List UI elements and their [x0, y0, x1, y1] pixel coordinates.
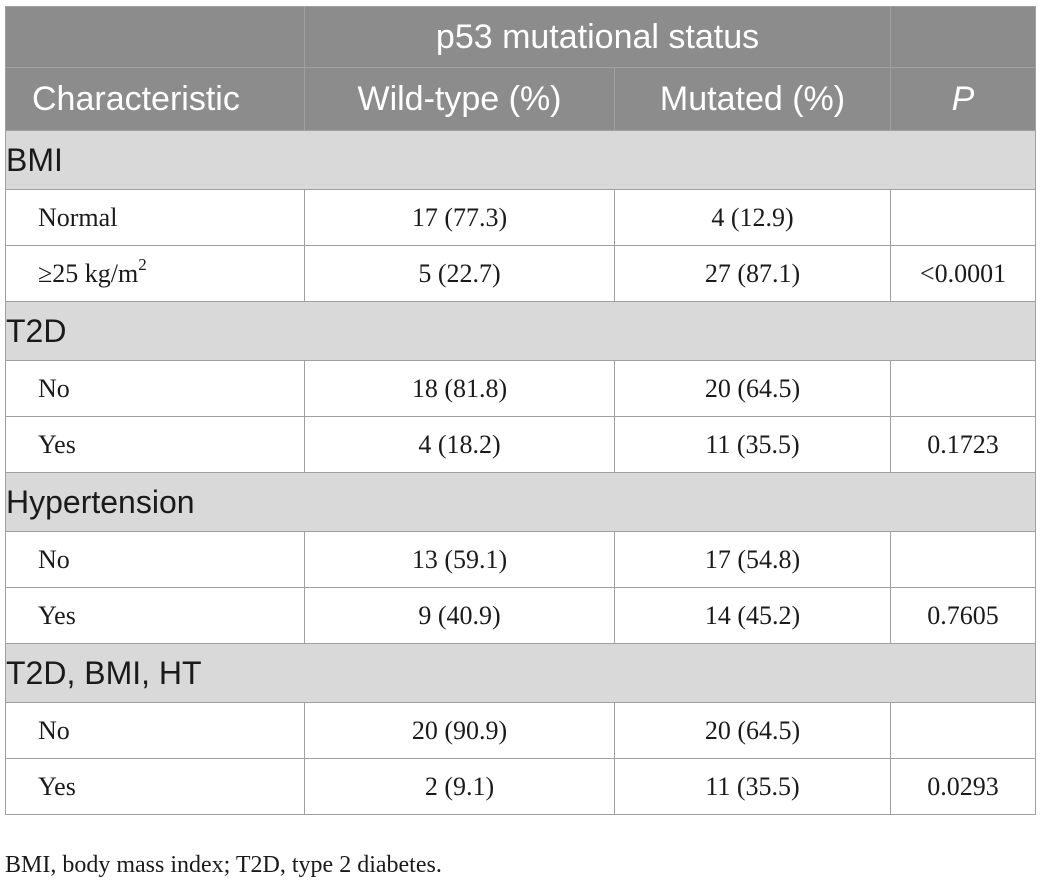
p-value: [890, 531, 1037, 588]
section-row-hypertension: Hypertension: [4, 472, 1037, 532]
row-label: No: [5, 360, 305, 417]
wild-type-value: 2 (9.1): [304, 758, 615, 815]
section-row-combined: T2D, BMI, HT: [4, 643, 1037, 703]
p53-status-table: p53 mutational status Characteristic Wil…: [4, 6, 1037, 815]
mutated-value: 20 (64.5): [613, 360, 892, 417]
wild-type-value: 13 (59.1): [304, 531, 615, 588]
wild-type-value: 9 (40.9): [304, 587, 615, 644]
column-header-wild-type: Wild-type (%): [304, 67, 615, 131]
p-value: 0.0293: [890, 758, 1037, 815]
header-row-group: p53 mutational status: [5, 6, 1037, 68]
header-empty-cell: [890, 6, 1037, 68]
row-label: Normal: [5, 189, 305, 246]
row-label: No: [5, 702, 305, 759]
section-title: T2D: [4, 301, 1037, 361]
table-row: No 20 (90.9) 20 (64.5): [5, 702, 1037, 759]
column-header-characteristic: Characteristic: [5, 67, 305, 131]
p-value: [890, 189, 1037, 246]
row-label: ≥25 kg/m2: [5, 245, 305, 302]
section-row-bmi: BMI: [4, 130, 1037, 190]
table-row: Yes 9 (40.9) 14 (45.2) 0.7605: [5, 587, 1037, 644]
wild-type-value: 18 (81.8): [304, 360, 615, 417]
header-row-columns: Characteristic Wild-type (%) Mutated (%)…: [5, 67, 1037, 131]
header-empty-cell: [5, 6, 305, 68]
section-row-t2d: T2D: [4, 301, 1037, 361]
column-header-mutated: Mutated (%): [613, 67, 892, 131]
wild-type-value: 17 (77.3): [304, 189, 615, 246]
wild-type-value: 20 (90.9): [304, 702, 615, 759]
table-row: Yes 2 (9.1) 11 (35.5) 0.0293: [5, 758, 1037, 815]
group-header-p53: p53 mutational status: [303, 6, 892, 68]
p-value: 0.1723: [890, 416, 1037, 473]
table-row: No 13 (59.1) 17 (54.8): [5, 531, 1037, 588]
mutated-value: 14 (45.2): [613, 587, 892, 644]
column-header-p: P: [890, 67, 1037, 131]
row-label-superscript: 2: [138, 254, 147, 274]
section-title: T2D, BMI, HT: [4, 643, 1037, 703]
row-label: No: [5, 531, 305, 588]
mutated-value: 17 (54.8): [613, 531, 892, 588]
table-footnote: BMI, body mass index; T2D, type 2 diabet…: [5, 852, 442, 878]
p-value: <0.0001: [890, 245, 1037, 302]
row-label: Yes: [5, 587, 305, 644]
mutated-value: 11 (35.5): [613, 416, 892, 473]
row-label: Yes: [5, 758, 305, 815]
table-row: Yes 4 (18.2) 11 (35.5) 0.1723: [5, 416, 1037, 473]
wild-type-value: 5 (22.7): [304, 245, 615, 302]
section-title: Hypertension: [4, 472, 1037, 532]
row-label: Yes: [5, 416, 305, 473]
p-value: 0.7605: [890, 587, 1037, 644]
mutated-value: 20 (64.5): [613, 702, 892, 759]
wild-type-value: 4 (18.2): [304, 416, 615, 473]
section-title: BMI: [4, 130, 1037, 190]
mutated-value: 27 (87.1): [613, 245, 892, 302]
p-value: [890, 702, 1037, 759]
p-value: [890, 360, 1037, 417]
mutated-value: 11 (35.5): [613, 758, 892, 815]
table-row: No 18 (81.8) 20 (64.5): [5, 360, 1037, 417]
table-row: ≥25 kg/m2 5 (22.7) 27 (87.1) <0.0001: [5, 245, 1037, 302]
row-label-main: ≥25 kg/m: [38, 258, 139, 288]
mutated-value: 4 (12.9): [613, 189, 892, 246]
table-row: Normal 17 (77.3) 4 (12.9): [5, 189, 1037, 246]
